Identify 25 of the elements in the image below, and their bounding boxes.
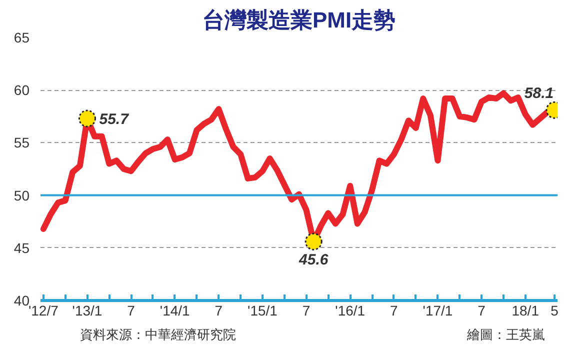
x-tick-label: 7 [478,302,486,318]
y-tick-label: 60 [14,82,30,98]
x-tick-label: '13/1 [72,302,102,318]
x-tick-label: 7 [127,302,136,318]
x-tick-label: 7 [302,302,310,318]
chart-title: 台灣製造業PMI走勢 [202,8,396,32]
x-tick-label: '14/1 [160,302,190,318]
x-tick-label: 7 [390,302,398,318]
x-tick-label: '15/1 [248,302,278,318]
y-tick-label: 45 [14,240,30,256]
x-tick-label: 7 [214,302,223,318]
y-tick-label: 55 [14,134,30,151]
source-note: 資料來源：中華經濟研究院 [80,326,236,344]
x-tick-label: '12/7 [28,302,59,318]
x-tick-label: 18/1 [512,302,540,318]
x-tick-label: '17/1 [422,302,453,318]
annotation: 58.1 [524,85,554,102]
y-tick-label: 40 [14,292,30,308]
annotation: 45.6 [298,252,329,269]
x-tick-label: 5 [550,302,559,318]
x-tick-label: '16/1 [335,302,366,318]
y-tick-label: 65 [14,30,30,46]
text: 繪圖：王英嵐 [467,326,545,344]
y-tick-label: 50 [14,187,30,204]
annotation: 55.7 [99,111,130,128]
